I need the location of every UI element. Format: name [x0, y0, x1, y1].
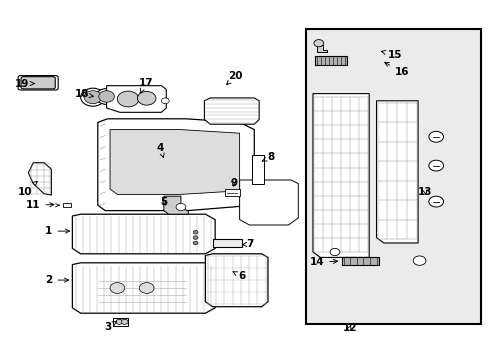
- Bar: [212, 239, 242, 247]
- Text: 2: 2: [45, 275, 68, 285]
- Circle shape: [193, 236, 198, 239]
- Polygon shape: [312, 94, 368, 257]
- Polygon shape: [72, 263, 215, 313]
- Circle shape: [329, 248, 339, 256]
- Circle shape: [117, 91, 139, 107]
- Text: 15: 15: [381, 50, 402, 60]
- Circle shape: [412, 256, 425, 265]
- Circle shape: [428, 131, 443, 142]
- Text: 13: 13: [417, 186, 432, 197]
- FancyBboxPatch shape: [18, 76, 58, 90]
- FancyArrowPatch shape: [56, 203, 59, 207]
- Polygon shape: [28, 163, 51, 195]
- Text: 20: 20: [226, 71, 243, 85]
- Circle shape: [428, 160, 443, 171]
- Text: 6: 6: [232, 271, 245, 282]
- Circle shape: [116, 319, 122, 324]
- Text: 18: 18: [75, 89, 93, 99]
- Text: 19: 19: [14, 78, 35, 89]
- Circle shape: [193, 230, 198, 234]
- Polygon shape: [204, 98, 259, 124]
- Polygon shape: [205, 254, 267, 307]
- Text: 16: 16: [384, 62, 408, 77]
- Text: 10: 10: [18, 181, 37, 197]
- Polygon shape: [110, 130, 239, 194]
- Polygon shape: [98, 119, 254, 211]
- Text: 8: 8: [262, 152, 274, 162]
- Bar: [342, 257, 378, 265]
- Bar: [113, 318, 128, 326]
- Polygon shape: [163, 196, 188, 214]
- Text: 11: 11: [26, 200, 54, 210]
- Bar: [251, 155, 264, 184]
- Circle shape: [428, 196, 443, 207]
- Circle shape: [81, 88, 105, 106]
- Circle shape: [96, 89, 117, 104]
- Circle shape: [84, 91, 102, 104]
- Text: 5: 5: [160, 197, 167, 207]
- Circle shape: [161, 98, 169, 104]
- Circle shape: [121, 319, 128, 324]
- Bar: [315, 56, 346, 65]
- Polygon shape: [106, 86, 166, 112]
- Text: 3: 3: [104, 321, 117, 332]
- Polygon shape: [62, 203, 71, 207]
- Circle shape: [110, 283, 124, 293]
- Text: 14: 14: [309, 257, 337, 267]
- Circle shape: [193, 241, 198, 245]
- Polygon shape: [316, 45, 326, 52]
- Text: 17: 17: [138, 78, 153, 93]
- Text: 1: 1: [45, 226, 69, 236]
- Polygon shape: [239, 180, 298, 225]
- Circle shape: [139, 283, 154, 293]
- Polygon shape: [376, 101, 417, 243]
- Circle shape: [99, 91, 114, 102]
- Circle shape: [137, 91, 156, 105]
- Text: 9: 9: [230, 178, 237, 188]
- FancyBboxPatch shape: [305, 29, 480, 324]
- Text: 12: 12: [342, 323, 356, 333]
- Circle shape: [176, 203, 185, 211]
- FancyBboxPatch shape: [21, 77, 55, 89]
- Circle shape: [313, 40, 323, 47]
- Text: 7: 7: [242, 239, 254, 249]
- Bar: [224, 189, 239, 196]
- Polygon shape: [72, 214, 215, 254]
- Text: 4: 4: [156, 143, 164, 157]
